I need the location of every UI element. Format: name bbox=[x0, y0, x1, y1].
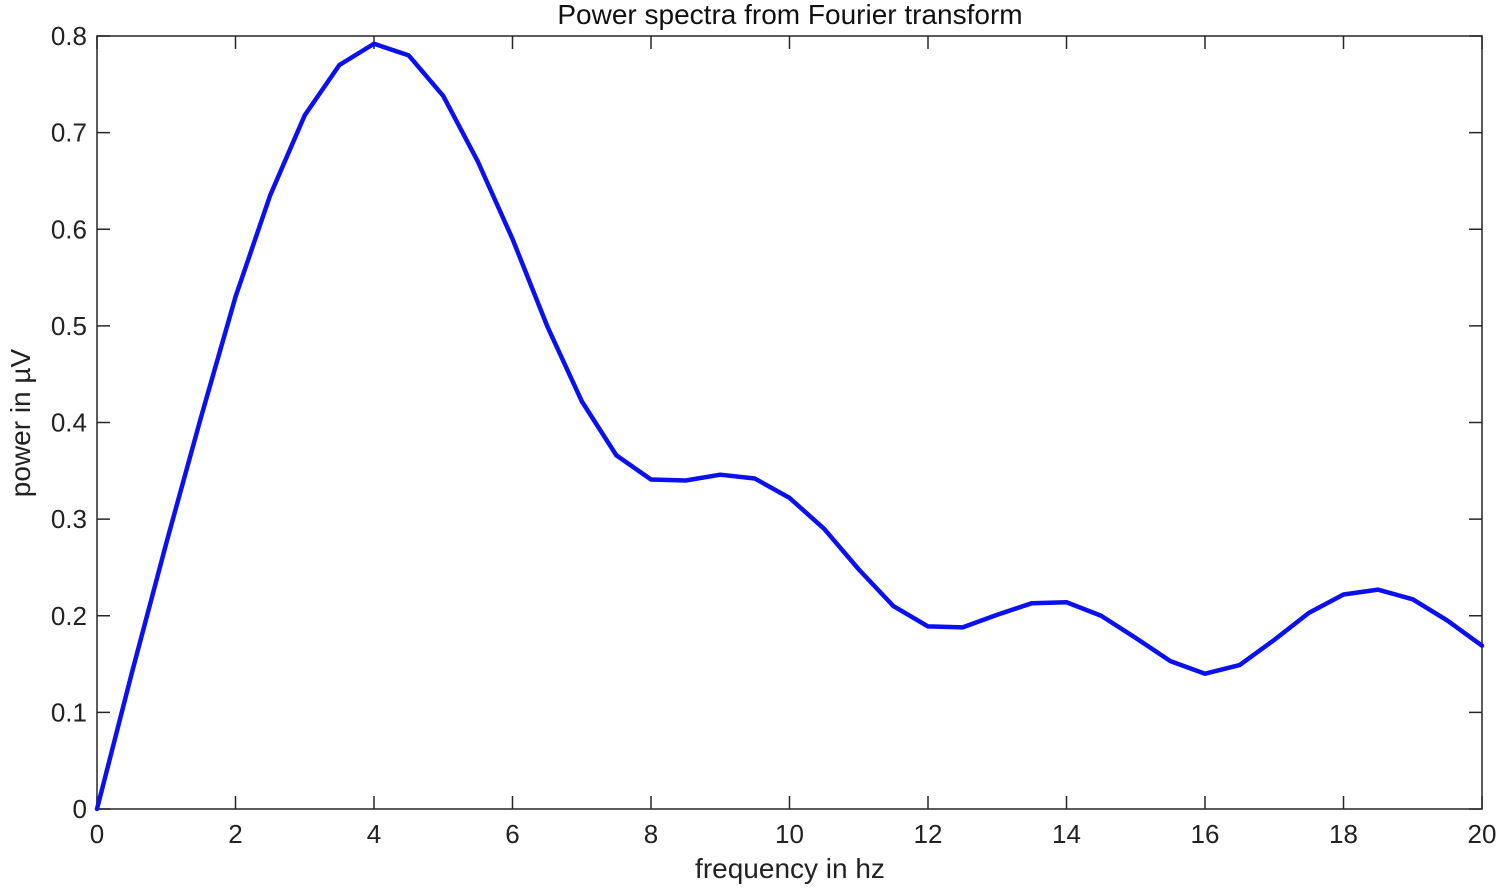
x-tick-label: 18 bbox=[1329, 819, 1358, 849]
y-tick-label: 0.5 bbox=[51, 311, 87, 341]
x-tick-label: 8 bbox=[644, 819, 658, 849]
chart-title: Power spectra from Fourier transform bbox=[557, 0, 1022, 30]
x-tick-label: 14 bbox=[1052, 819, 1081, 849]
x-tick-label: 6 bbox=[505, 819, 519, 849]
y-tick-label: 0 bbox=[73, 794, 87, 824]
x-tick-label: 4 bbox=[367, 819, 381, 849]
x-tick-label: 16 bbox=[1191, 819, 1220, 849]
y-tick-label: 0.8 bbox=[51, 21, 87, 51]
y-tick-label: 0.7 bbox=[51, 118, 87, 148]
y-tick-label: 0.2 bbox=[51, 601, 87, 631]
x-tick-label: 0 bbox=[90, 819, 104, 849]
y-axis-label: power in µV bbox=[5, 348, 36, 497]
y-tick-label: 0.4 bbox=[51, 408, 87, 438]
axis-ticks bbox=[96, 35, 1483, 810]
y-tick-label: 0.1 bbox=[51, 697, 87, 727]
x-tick-label: 20 bbox=[1468, 819, 1497, 849]
axis-tick-labels: 0 2 4 6 8 10 12 14 16 18 20 0 0.1 0.2 0.3 0.4 0.5 0.6 0.7 0… bbox=[51, 21, 1497, 849]
plot-frame bbox=[96, 35, 1483, 810]
x-axis-label: frequency in hz bbox=[695, 853, 885, 884]
y-tick-label: 0.6 bbox=[51, 214, 87, 244]
power-spectrum-line bbox=[94, 41, 1485, 812]
x-tick-label: 2 bbox=[228, 819, 242, 849]
x-tick-label: 10 bbox=[775, 819, 804, 849]
y-tick-label: 0.3 bbox=[51, 504, 87, 534]
x-tick-label: 12 bbox=[914, 819, 943, 849]
